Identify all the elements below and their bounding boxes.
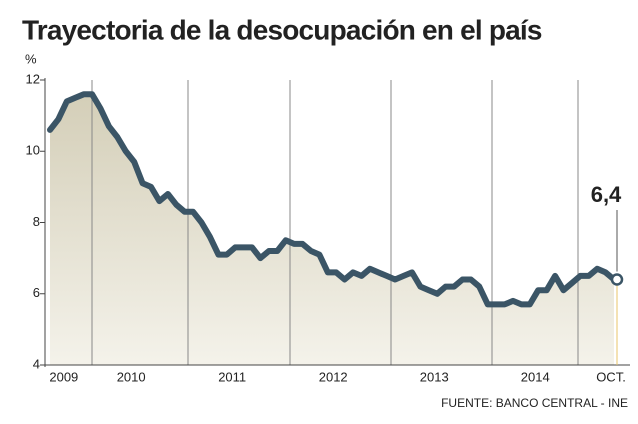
x-tick-label: 2011 [218, 369, 246, 384]
x-tick-label: 2014 [521, 369, 550, 384]
y-tick-label: 12 [26, 71, 40, 86]
line [47, 91, 617, 308]
y-tick-label: 6 [33, 285, 40, 300]
chart-title: Trayectoria de la desocupación en el paí… [22, 14, 542, 45]
x-tick-label: 2009 [49, 369, 78, 384]
x-tick-label: 2010 [117, 369, 146, 384]
end-point [610, 273, 624, 286]
separators [91, 80, 579, 365]
x-tick-label: OCT. [596, 369, 626, 384]
area [50, 94, 614, 366]
y-tick-label: 8 [33, 214, 40, 229]
y-tick-label: 4 [33, 356, 40, 371]
x-tick-label: 2012 [319, 369, 348, 384]
source: FUENTE: BANCO CENTRAL - INE [441, 396, 628, 410]
x-tick-label: 2013 [420, 369, 449, 384]
y-tick-label: 10 [26, 143, 40, 158]
y-axis-label: % [25, 51, 37, 66]
end-label: 6,4 [591, 182, 622, 207]
